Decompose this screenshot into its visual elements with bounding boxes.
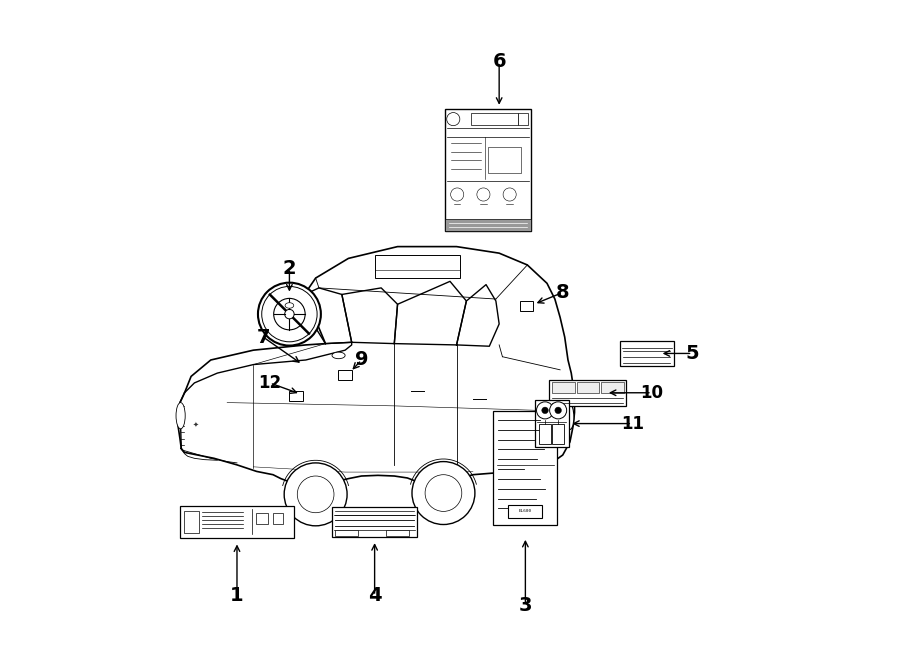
Text: EL600: EL600 bbox=[518, 509, 532, 513]
Text: 12: 12 bbox=[258, 374, 282, 392]
Bar bbox=[336, 529, 358, 536]
Bar bbox=[386, 529, 410, 536]
Bar bbox=[520, 301, 533, 311]
Circle shape bbox=[446, 112, 460, 126]
Circle shape bbox=[425, 475, 462, 512]
Bar bbox=[446, 219, 531, 231]
Text: 9: 9 bbox=[355, 350, 368, 369]
Bar bbox=[184, 511, 199, 533]
Bar bbox=[374, 255, 460, 278]
Circle shape bbox=[297, 476, 334, 513]
Text: 5: 5 bbox=[686, 344, 699, 363]
Circle shape bbox=[550, 402, 567, 419]
Text: 6: 6 bbox=[492, 52, 506, 71]
Bar bbox=[488, 147, 521, 173]
Bar bbox=[535, 400, 569, 447]
Circle shape bbox=[451, 188, 464, 201]
Text: 7: 7 bbox=[256, 328, 270, 346]
Bar bbox=[180, 506, 294, 537]
Ellipse shape bbox=[566, 405, 574, 430]
Bar bbox=[289, 391, 303, 401]
Text: 11: 11 bbox=[621, 414, 644, 432]
Bar bbox=[508, 504, 543, 518]
Circle shape bbox=[274, 298, 305, 330]
Circle shape bbox=[542, 407, 548, 414]
Bar bbox=[493, 410, 557, 525]
Bar bbox=[518, 113, 528, 125]
Ellipse shape bbox=[285, 303, 293, 308]
Bar bbox=[553, 382, 575, 393]
Circle shape bbox=[262, 286, 317, 342]
Bar bbox=[620, 341, 673, 366]
Text: 2: 2 bbox=[283, 258, 296, 278]
Circle shape bbox=[477, 188, 490, 201]
Circle shape bbox=[503, 188, 517, 201]
Text: 8: 8 bbox=[556, 283, 570, 302]
Bar bbox=[471, 113, 518, 125]
Text: 3: 3 bbox=[518, 596, 532, 615]
Text: 1: 1 bbox=[230, 586, 244, 605]
Bar bbox=[273, 513, 283, 524]
Ellipse shape bbox=[332, 352, 345, 359]
Circle shape bbox=[536, 402, 554, 419]
Bar bbox=[332, 507, 418, 537]
Circle shape bbox=[412, 461, 475, 525]
Bar bbox=[539, 424, 551, 444]
Circle shape bbox=[555, 407, 562, 414]
Text: 10: 10 bbox=[641, 384, 663, 402]
Bar bbox=[601, 382, 624, 393]
Bar bbox=[553, 424, 564, 444]
Bar bbox=[256, 513, 268, 524]
Text: ✦: ✦ bbox=[193, 421, 199, 427]
Bar bbox=[549, 379, 626, 406]
Bar bbox=[446, 109, 531, 231]
Circle shape bbox=[284, 463, 347, 525]
Circle shape bbox=[258, 283, 321, 346]
Circle shape bbox=[284, 309, 294, 319]
Ellipse shape bbox=[176, 403, 185, 429]
Bar bbox=[338, 370, 352, 379]
Bar bbox=[577, 382, 599, 393]
Text: 4: 4 bbox=[368, 586, 382, 605]
